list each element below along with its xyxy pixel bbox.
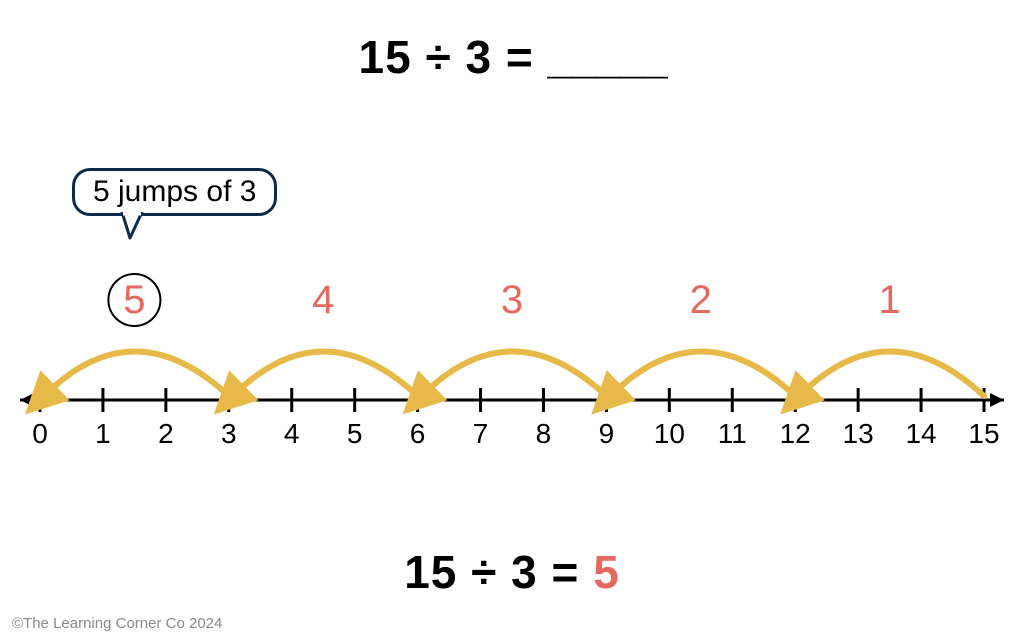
- tick-label: 8: [536, 418, 552, 450]
- tick-label: 12: [780, 418, 811, 450]
- tick-label: 4: [284, 418, 300, 450]
- number-line-diagram: [0, 0, 1024, 640]
- tick-label: 1: [95, 418, 111, 450]
- tick-label: 2: [158, 418, 174, 450]
- tick-label: 5: [347, 418, 363, 450]
- tick-label: 10: [654, 418, 685, 450]
- tick-label: 6: [410, 418, 426, 450]
- copyright-text: ©The Learning Corner Co 2024: [12, 615, 222, 632]
- tick-label: 3: [221, 418, 237, 450]
- tick-label: 7: [473, 418, 489, 450]
- equation-bottom-lhs: 15 ÷ 3 =: [404, 546, 579, 598]
- tick-label: 13: [843, 418, 874, 450]
- equation-bottom: 15 ÷ 3 = 5: [0, 545, 1024, 599]
- equation-bottom-answer: 5: [593, 546, 620, 598]
- tick-label: 9: [599, 418, 615, 450]
- tick-label: 15: [968, 418, 999, 450]
- tick-label: 11: [718, 418, 747, 450]
- tick-label: 14: [905, 418, 936, 450]
- tick-label: 0: [32, 418, 48, 450]
